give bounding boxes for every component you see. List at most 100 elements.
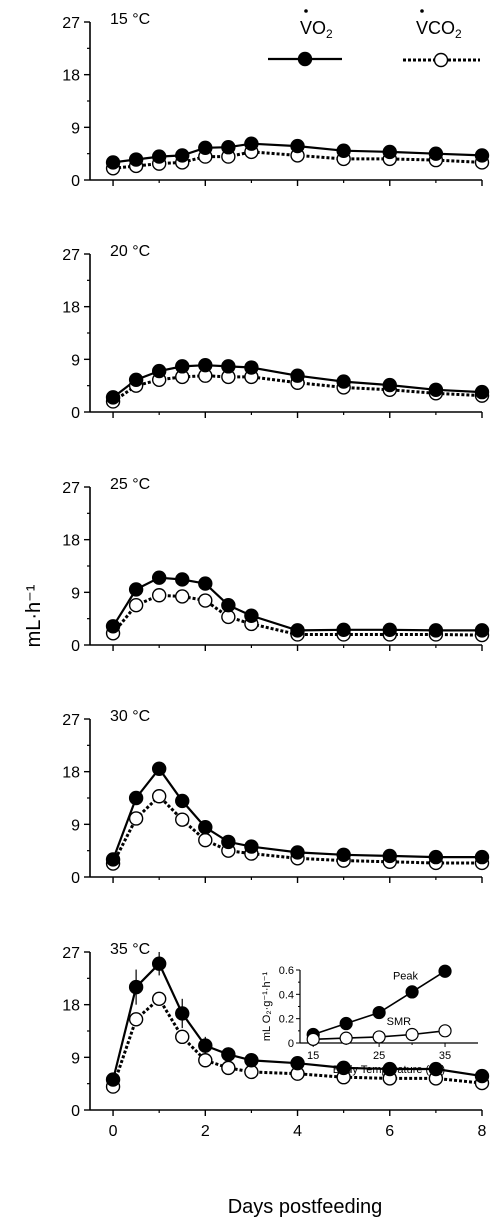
vo2-point (175, 793, 190, 809)
y-tick-label: 9 (71, 585, 80, 602)
inset-chart: 0 0.2 0.4 0.6 15 25 35 Body Temperature (°C) mL … (261, 964, 478, 1076)
legend-vo2-marker (297, 51, 313, 67)
panel-temperature-label: 20 °C (110, 243, 150, 260)
y-tick-label: 0 (71, 870, 80, 887)
vco2-point (175, 812, 190, 827)
vo2-point (382, 1061, 397, 1077)
vo2-point (474, 849, 490, 865)
vco2-point (198, 593, 213, 608)
vo2-point (244, 1053, 259, 1068)
panel-temperature-label: 30 °C (110, 708, 150, 725)
y-tick-label: 27 (62, 712, 80, 729)
vo2-point (336, 374, 351, 389)
panel-2: 0 9 18 27 20 °C (62, 243, 490, 422)
legend-vo2-label: VO2 (300, 9, 333, 41)
vo2-point (244, 608, 259, 623)
x-axis-label: Days postfeeding (228, 1196, 383, 1218)
inset-y-tick-label: 0.6 (279, 965, 294, 977)
vo2-point (428, 1061, 444, 1077)
vo2-point (290, 845, 305, 860)
vo2-point (474, 384, 490, 400)
panel-5: 0 9 18 27 0 2 4 6 8 35 °C 0 0.2 0.4 0.6 15 25 35 Body Tem… (62, 941, 490, 1140)
vo2-point (428, 146, 444, 161)
y-tick-label: 18 (62, 533, 80, 550)
vo2-point (290, 623, 305, 638)
vo2-point (474, 623, 490, 638)
y-tick-label: 18 (62, 765, 80, 782)
vo2-point (382, 377, 397, 393)
y-tick-label: 27 (62, 945, 80, 962)
vo2-point (336, 847, 351, 862)
vo2-point (128, 790, 144, 806)
panel-3: 0 9 18 27 25 °C (62, 476, 490, 655)
vo2-point (175, 359, 190, 374)
x-tick-label: 2 (201, 1123, 210, 1140)
vo2-point (474, 148, 490, 163)
x-tick-label: 4 (293, 1123, 302, 1140)
legend-vco2-label-text: VCO2 (416, 18, 462, 41)
panel-temperature-label: 25 °C (110, 476, 150, 493)
vo2-point (105, 155, 121, 170)
inset-series-label-peak: Peak (393, 971, 419, 983)
inset-x-tick-label: 25 (373, 1050, 385, 1062)
vco2-point (151, 588, 167, 603)
vco2-point (151, 991, 167, 1007)
x-tick-label: 8 (478, 1123, 487, 1140)
vo2-point (221, 598, 236, 613)
vo2-point (428, 623, 444, 638)
inset-point (339, 1031, 353, 1045)
x-tick-label: 6 (385, 1123, 394, 1140)
inset-series-label-smr: SMR (387, 1016, 412, 1028)
inset-series-line (312, 970, 446, 1036)
vo2-point (221, 359, 236, 374)
vo2-point (151, 761, 167, 776)
vo2-point (382, 848, 397, 864)
vo2-point (198, 1038, 213, 1053)
vo2-point (175, 148, 190, 163)
vco2-point (128, 1012, 144, 1027)
inset-point (438, 1024, 452, 1038)
vo2-point (105, 390, 121, 405)
vo2-point (336, 1060, 351, 1076)
vo2-point (382, 144, 397, 160)
vco2-point (128, 598, 144, 613)
vo2-point (198, 357, 213, 373)
inset-x-axis-label: Body Temperature (°C) (333, 1064, 445, 1076)
vo2-point (474, 1068, 490, 1084)
vo2-point (151, 570, 167, 585)
panel-temperature-label: 35 °C (110, 941, 150, 958)
panel-temperature-label: 15 °C (110, 11, 150, 28)
vo2-point (290, 138, 305, 154)
vo2-point (151, 149, 167, 164)
inset-point (405, 985, 419, 999)
vo2-point (290, 368, 305, 383)
vo2-point (198, 820, 213, 835)
y-tick-label: 9 (71, 1050, 80, 1067)
y-tick-label: 18 (62, 68, 80, 85)
vo2-point (198, 140, 213, 156)
legend-vo2-label-dot (304, 9, 308, 13)
vo2-point (151, 363, 167, 379)
y-tick-label: 9 (71, 352, 80, 369)
vo2-point (105, 852, 121, 867)
legend-vco2-label: VCO2 (416, 9, 462, 41)
vo2-point (244, 360, 259, 375)
y-tick-label: 9 (71, 120, 80, 137)
vo2-series-line (112, 576, 482, 632)
vo2-point (105, 619, 121, 634)
y-tick-label: 27 (62, 15, 80, 32)
inset-y-tick-label: 0.2 (279, 1014, 294, 1026)
y-tick-label: 27 (62, 480, 80, 497)
vo2-point (290, 1055, 305, 1071)
vco2-point (175, 589, 190, 604)
y-tick-label: 0 (71, 405, 80, 422)
vo2-point (221, 834, 236, 850)
y-tick-label: 9 (71, 817, 80, 834)
vo2-point (428, 382, 444, 397)
legend: VO2 VCO2 (268, 9, 480, 68)
vo2-point (105, 1072, 121, 1087)
legend-vco2-marker (433, 52, 449, 68)
y-tick-label: 18 (62, 998, 80, 1015)
inset-point (372, 1005, 386, 1020)
